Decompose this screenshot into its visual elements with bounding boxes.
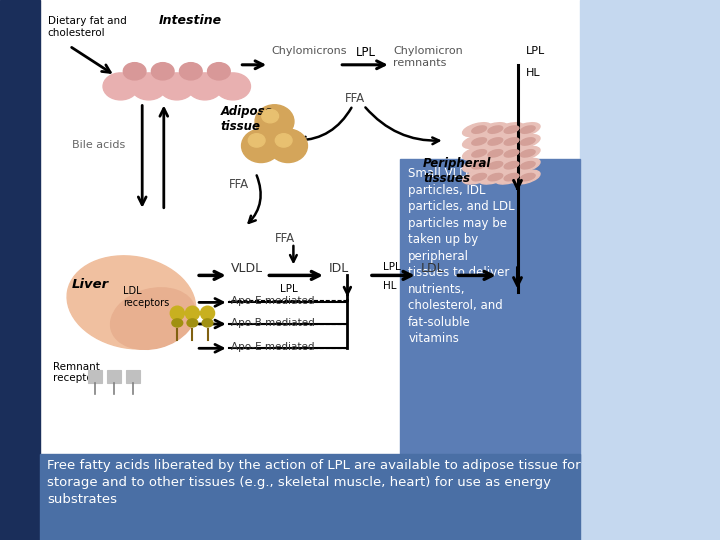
Ellipse shape <box>495 146 524 160</box>
Text: VLDL: VLDL <box>231 262 264 275</box>
Ellipse shape <box>488 150 503 157</box>
Ellipse shape <box>495 134 524 149</box>
Bar <box>580 0 720 540</box>
Ellipse shape <box>472 173 487 181</box>
Text: Liver: Liver <box>72 278 109 291</box>
Ellipse shape <box>511 170 540 184</box>
Ellipse shape <box>200 306 215 320</box>
Ellipse shape <box>103 73 138 100</box>
Ellipse shape <box>111 288 195 349</box>
Ellipse shape <box>511 123 540 137</box>
Ellipse shape <box>187 73 222 100</box>
Ellipse shape <box>269 129 307 163</box>
Ellipse shape <box>462 146 492 160</box>
Ellipse shape <box>495 123 524 137</box>
Ellipse shape <box>479 134 508 149</box>
Ellipse shape <box>495 170 524 184</box>
Text: Chylomicron
remnants: Chylomicron remnants <box>393 46 463 68</box>
Ellipse shape <box>202 319 213 327</box>
Ellipse shape <box>521 138 535 145</box>
Ellipse shape <box>207 63 230 80</box>
Ellipse shape <box>488 138 503 145</box>
Ellipse shape <box>521 173 535 181</box>
Ellipse shape <box>511 158 540 172</box>
Ellipse shape <box>170 306 184 320</box>
Text: Remnant
receptors: Remnant receptors <box>53 362 103 383</box>
Text: Apo-B mediated: Apo-B mediated <box>231 318 315 328</box>
Bar <box>40 454 580 540</box>
Ellipse shape <box>511 146 540 160</box>
Ellipse shape <box>275 134 292 147</box>
Ellipse shape <box>185 306 199 320</box>
Ellipse shape <box>504 126 519 133</box>
Bar <box>400 159 580 462</box>
Text: Apo-E mediated: Apo-E mediated <box>231 342 315 352</box>
Ellipse shape <box>488 126 503 133</box>
Text: HL: HL <box>382 281 396 291</box>
Text: FFA: FFA <box>229 178 248 191</box>
Ellipse shape <box>504 138 519 145</box>
Text: FFA: FFA <box>274 232 294 245</box>
Text: Bile acids: Bile acids <box>72 140 125 151</box>
Text: LDL
receptors: LDL receptors <box>123 286 169 308</box>
Text: IDL: IDL <box>328 262 348 275</box>
Text: LPL: LPL <box>382 262 400 272</box>
Bar <box>89 370 102 383</box>
Ellipse shape <box>521 161 535 169</box>
Text: Small VLDL
particles, IDL
particles, and LDL
particles may be
taken up by
periph: Small VLDL particles, IDL particles, and… <box>408 167 515 346</box>
Text: Peripheral
tissues: Peripheral tissues <box>423 157 491 185</box>
Ellipse shape <box>472 161 487 169</box>
Ellipse shape <box>67 256 196 349</box>
Ellipse shape <box>248 134 265 147</box>
Ellipse shape <box>159 73 194 100</box>
Ellipse shape <box>131 73 166 100</box>
Ellipse shape <box>187 319 198 327</box>
Ellipse shape <box>479 158 508 172</box>
Text: Free fatty acids liberated by the action of LPL are available to adipose tissue : Free fatty acids liberated by the action… <box>47 459 580 506</box>
Text: Apo-E mediated: Apo-E mediated <box>231 296 315 306</box>
Text: Dietary fat and
cholesterol: Dietary fat and cholesterol <box>48 16 127 38</box>
Ellipse shape <box>472 150 487 157</box>
Ellipse shape <box>123 63 146 80</box>
Ellipse shape <box>479 123 508 137</box>
Ellipse shape <box>241 129 281 163</box>
Ellipse shape <box>521 150 535 157</box>
Ellipse shape <box>488 173 503 181</box>
Text: LDL: LDL <box>420 262 444 275</box>
Ellipse shape <box>255 105 294 138</box>
Ellipse shape <box>462 158 492 172</box>
Text: HL: HL <box>526 68 540 78</box>
Text: LPL: LPL <box>356 46 376 59</box>
Bar <box>126 370 140 383</box>
Ellipse shape <box>151 63 174 80</box>
Ellipse shape <box>462 123 492 137</box>
Ellipse shape <box>215 73 251 100</box>
Text: Adipose
tissue: Adipose tissue <box>220 105 273 133</box>
Ellipse shape <box>472 126 487 133</box>
Ellipse shape <box>504 173 519 181</box>
Ellipse shape <box>262 110 279 123</box>
Ellipse shape <box>488 161 503 169</box>
Text: Intestine: Intestine <box>158 14 222 26</box>
Ellipse shape <box>521 126 535 133</box>
Bar <box>0 0 40 540</box>
Ellipse shape <box>462 134 492 149</box>
Ellipse shape <box>504 150 519 157</box>
Ellipse shape <box>504 161 519 169</box>
Ellipse shape <box>172 319 183 327</box>
Ellipse shape <box>462 170 492 184</box>
Ellipse shape <box>479 170 508 184</box>
Text: LPL: LPL <box>280 284 297 294</box>
Ellipse shape <box>511 134 540 149</box>
Text: Chylomicrons: Chylomicrons <box>272 46 347 56</box>
Text: FFA: FFA <box>345 92 365 105</box>
Text: LPL: LPL <box>526 46 545 56</box>
Ellipse shape <box>179 63 202 80</box>
Ellipse shape <box>472 138 487 145</box>
Ellipse shape <box>479 146 508 160</box>
Bar <box>107 370 121 383</box>
Ellipse shape <box>495 158 524 172</box>
